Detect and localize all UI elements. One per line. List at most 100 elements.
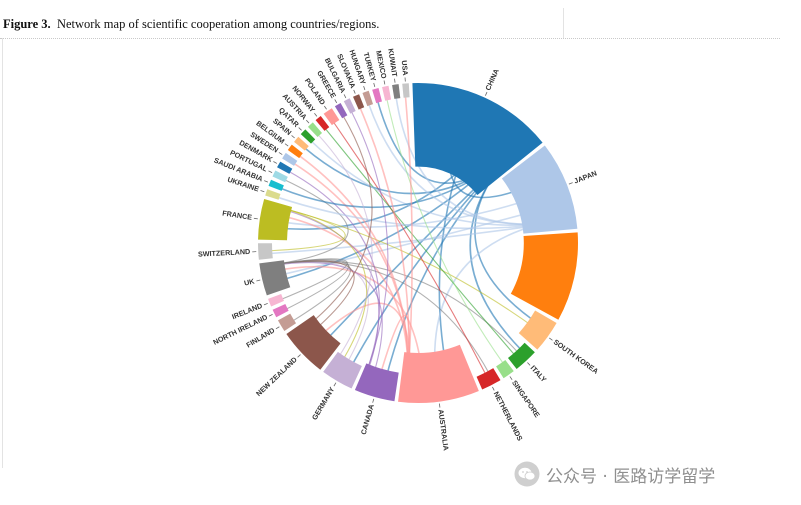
arc-kuwait-34	[392, 84, 401, 99]
watermark: 公众号 · 医路访学留学	[514, 461, 715, 487]
figure-divider	[563, 8, 564, 38]
arc-unlabeled-2	[510, 232, 578, 320]
ribbon-mexico-singapore	[386, 98, 504, 365]
label-kuwait: KUWAIT	[386, 48, 399, 78]
label-south-korea: SOUTH KOREA	[552, 337, 600, 375]
ribbon-netherlands-uk	[271, 261, 490, 374]
tick-qatar	[298, 127, 302, 131]
tick-finland	[275, 326, 280, 330]
label-singapore: SINGAPORE	[510, 378, 542, 419]
arc-spain-23	[294, 136, 309, 151]
tick-canada	[372, 398, 375, 403]
tick-bulgaria	[343, 94, 347, 99]
tick-sweden	[278, 152, 283, 155]
arc-france-16	[258, 199, 293, 241]
figure-caption-text: Network map of scientific cooperation am…	[56, 17, 380, 31]
figure-top-rule	[0, 38, 780, 39]
arc-saudi-arabia-18	[268, 179, 284, 191]
ribbon-greece-new-zealand	[299, 115, 373, 333]
tick-denmark	[273, 161, 278, 164]
tick-greece	[334, 99, 338, 104]
figure-label: Figure 3.	[3, 17, 51, 31]
tick-poland	[323, 105, 327, 110]
watermark-text: 公众号 · 医路访学留学	[546, 466, 716, 487]
tick-italy	[527, 362, 531, 366]
ribbon-slovakia-australia	[358, 106, 410, 391]
label-uk: UK	[243, 276, 256, 287]
tick-norway	[314, 113, 318, 117]
tick-slovakia	[353, 89, 356, 94]
tick-belgium	[284, 143, 289, 147]
figure-left-rule	[2, 38, 3, 468]
arc-new-zealand-10	[286, 315, 341, 370]
ribbon-poland-netherlands	[332, 121, 487, 375]
arc-austria-25	[307, 122, 323, 138]
arc-sweden-21	[282, 152, 298, 166]
arc-mexico-33	[382, 85, 392, 101]
arc-china-0	[412, 83, 543, 196]
arc-bulgaria-29	[343, 98, 356, 114]
ribbon-usa-australia	[404, 95, 413, 391]
label-japan: JAPAN	[573, 168, 598, 185]
arc-greece-28	[334, 102, 348, 119]
label-italy: ITALY	[529, 363, 549, 384]
tick-hungary	[363, 86, 366, 91]
ribbon-austria-germany	[317, 133, 373, 365]
arc-netherlands-6	[476, 368, 501, 390]
tick-kuwait	[394, 78, 396, 83]
arc-qatar-24	[300, 129, 316, 144]
arc-denmark-20	[277, 161, 293, 174]
wechat-icon	[514, 461, 540, 487]
tick-singapore	[509, 376, 513, 380]
label-usa: USA	[400, 60, 410, 76]
label-france: FRANCE	[222, 208, 253, 221]
arc-poland-27	[323, 108, 340, 126]
label-china: CHINA	[483, 67, 501, 91]
tick-france	[253, 217, 258, 220]
arc-finland-11	[277, 313, 297, 331]
ribbon-switzerland-france	[270, 205, 346, 252]
tick-austria	[306, 119, 310, 124]
arc-switzerland-15	[258, 243, 273, 260]
tick-mexico	[383, 80, 386, 85]
arc-north-ireland-12	[272, 303, 289, 318]
arc-italy-4	[508, 342, 535, 369]
tick-australia	[439, 403, 441, 408]
chord-arcs	[258, 83, 578, 403]
tick-new-zealand	[297, 354, 301, 358]
arc-south-korea-3	[518, 310, 557, 350]
arc-australia-7	[398, 344, 479, 403]
tick-saudi-arabia	[264, 180, 269, 183]
tick-portugal	[268, 170, 273, 173]
tick-uk	[256, 279, 261, 282]
arc-norway-26	[315, 115, 330, 131]
tick-japan	[568, 182, 573, 185]
arc-hungary-31	[362, 90, 374, 107]
label-netherlands: NETHERLANDS	[492, 390, 525, 443]
label-australia: AUSTRALIA	[436, 409, 450, 451]
arc-slovakia-30	[353, 94, 365, 110]
arc-ukraine-17	[265, 189, 281, 200]
ribbon-bulgaria-canada	[350, 110, 389, 381]
tick-ireland	[263, 303, 268, 306]
ribbon-portugal-uk	[271, 179, 349, 266]
label-new-zealand: NEW ZEALAND	[254, 355, 299, 398]
tick-ukraine	[260, 190, 265, 193]
tick-netherlands	[492, 386, 495, 391]
arc-usa-35	[402, 83, 410, 98]
arc-ireland-13	[268, 293, 284, 307]
label-germany: GERMANY	[310, 385, 336, 421]
tick-china	[484, 91, 488, 96]
ribbon-north-ireland-uk	[271, 258, 350, 310]
arc-canada-8	[354, 363, 399, 402]
figure-caption: Figure 3. Network map of scientific coop…	[3, 17, 379, 32]
label-switzerland: SWITZERLAND	[198, 247, 251, 259]
arc-portugal-19	[272, 170, 288, 183]
tick-spain	[291, 135, 295, 139]
tick-south-korea	[549, 337, 553, 341]
arc-uk-14	[259, 260, 291, 296]
arc-germany-9	[323, 351, 362, 389]
tick-north-ireland	[268, 314, 273, 317]
tick-turkey	[373, 82, 376, 87]
